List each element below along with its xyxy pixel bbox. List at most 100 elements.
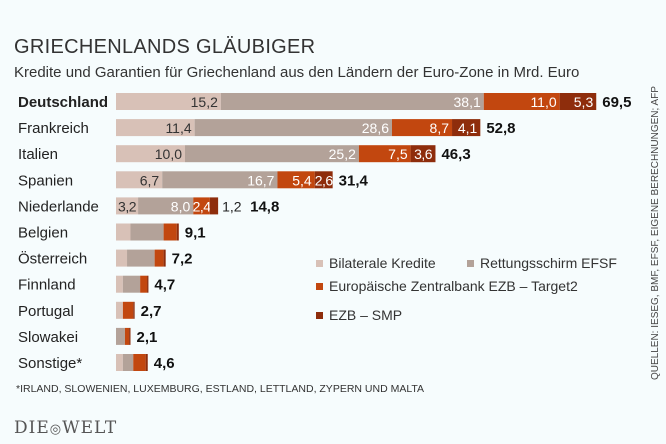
segment-label: 6,7 bbox=[140, 172, 160, 188]
bar-segment bbox=[163, 223, 177, 241]
category-label: Italien bbox=[18, 146, 58, 163]
segment-label: 15,2 bbox=[191, 94, 218, 110]
logo-text: DIE◎WELT bbox=[14, 418, 118, 438]
bar-segment bbox=[124, 327, 130, 345]
bar-segment bbox=[122, 301, 134, 319]
category-label: Spanien bbox=[18, 172, 73, 189]
segment-label: 1,2 bbox=[222, 198, 242, 214]
bar-segment bbox=[452, 119, 481, 137]
segment-label: 25,2 bbox=[329, 146, 356, 162]
segment-label: 16,7 bbox=[247, 172, 274, 188]
category-label: Slowakei bbox=[18, 329, 78, 346]
bar-segment bbox=[116, 223, 131, 241]
bar-segment bbox=[176, 223, 179, 241]
bar-segment bbox=[116, 145, 185, 163]
legend-label: Europäische Zentralbank EZB – Target2 bbox=[329, 278, 578, 294]
legend-swatch bbox=[316, 283, 323, 290]
total-label: 7,2 bbox=[172, 251, 193, 268]
chart-subtitle: Kredite und Garantien für Griechenland a… bbox=[14, 64, 580, 81]
bar-segment bbox=[147, 275, 149, 293]
bar-segment bbox=[116, 249, 128, 267]
total-label: 9,1 bbox=[185, 225, 206, 242]
bar-segment bbox=[116, 197, 139, 215]
category-label: Frankreich bbox=[18, 120, 89, 137]
segment-label: 4,1 bbox=[458, 120, 478, 136]
bar-segment bbox=[314, 171, 333, 189]
segment-label: 7,5 bbox=[388, 146, 408, 162]
segment-label: 8,7 bbox=[430, 120, 450, 136]
bar-segment bbox=[129, 327, 131, 345]
bar-segment bbox=[185, 145, 359, 163]
bar-segment bbox=[133, 354, 146, 371]
legend-label: Bilaterale Kredite bbox=[329, 255, 436, 271]
legend-label: EZB – SMP bbox=[329, 307, 402, 323]
total-label: 4,6 bbox=[154, 355, 175, 372]
bar-segment bbox=[410, 145, 436, 163]
bar-segment bbox=[163, 249, 166, 267]
total-label: 46,3 bbox=[441, 146, 470, 163]
bar-segment bbox=[116, 171, 163, 189]
bar-segment bbox=[209, 197, 219, 215]
bar-segment bbox=[162, 171, 278, 189]
bar-segment bbox=[116, 327, 125, 345]
category-label: Portugal bbox=[18, 303, 74, 320]
legend-swatch bbox=[467, 260, 474, 267]
total-label: 14,8 bbox=[250, 198, 279, 215]
bar-segment bbox=[122, 275, 141, 293]
legend-label: Rettungsschirm EFSF bbox=[480, 255, 617, 271]
bar-segment bbox=[358, 145, 411, 163]
bar-segment bbox=[116, 275, 123, 293]
segment-label: 3,6 bbox=[414, 146, 433, 162]
bar-segment bbox=[193, 197, 210, 215]
category-label: Belgien bbox=[18, 225, 68, 242]
category-label: Österreich bbox=[18, 250, 87, 268]
bar-segment bbox=[116, 93, 221, 110]
total-label: 31,4 bbox=[339, 172, 369, 189]
total-label: 4,7 bbox=[154, 277, 175, 294]
segment-label: 28,6 bbox=[362, 120, 389, 136]
bar-segment bbox=[145, 354, 148, 371]
bar-segment bbox=[138, 197, 194, 215]
segment-label: 8,0 bbox=[171, 198, 191, 214]
segment-label: 5,4 bbox=[292, 172, 312, 188]
bar-segment bbox=[116, 354, 123, 371]
bar-segment bbox=[122, 354, 134, 371]
die-welt-logo: DIE◎WELT bbox=[14, 418, 117, 438]
category-label: Niederlande bbox=[18, 198, 99, 215]
bar-segment bbox=[220, 93, 484, 110]
legend-swatch bbox=[316, 260, 323, 267]
bar-segment bbox=[277, 171, 315, 189]
source-note: QUELLEN: IESEG, BMF, EFSF, EIGENE BERECH… bbox=[650, 86, 661, 380]
total-label: 69,5 bbox=[602, 94, 631, 111]
bar-segment bbox=[483, 93, 560, 110]
bar-segment bbox=[140, 275, 148, 293]
bar-segment bbox=[392, 119, 453, 137]
bar-segment bbox=[154, 249, 164, 267]
footnote: *IRLAND, SLOWENIEN, LUXEMBURG, ESTLAND, … bbox=[16, 383, 425, 395]
segment-label: 11,4 bbox=[165, 120, 191, 136]
category-label: Deutschland bbox=[18, 94, 108, 111]
total-label: 2,1 bbox=[136, 329, 157, 346]
segment-label: 38,1 bbox=[454, 94, 481, 110]
segment-label: 2,4 bbox=[193, 198, 212, 214]
bar-segment bbox=[559, 93, 597, 110]
category-label: Sonstige* bbox=[18, 355, 82, 372]
total-label: 52,8 bbox=[486, 120, 515, 137]
bar-segment bbox=[130, 223, 164, 241]
segment-label: 3,2 bbox=[118, 198, 137, 214]
category-label: Finnland bbox=[18, 277, 76, 294]
legend-swatch bbox=[316, 312, 323, 319]
bar-segment bbox=[133, 301, 135, 319]
segment-label: 11,0 bbox=[530, 94, 556, 110]
bar-segment bbox=[127, 249, 155, 267]
segment-label: 5,3 bbox=[574, 94, 594, 110]
bar-segment bbox=[194, 119, 392, 137]
segment-label: 10,0 bbox=[155, 146, 182, 162]
chart-title: GRIECHENLANDS GLÄUBIGER bbox=[14, 36, 316, 58]
bar-segment bbox=[116, 119, 195, 137]
segment-label: 2,6 bbox=[315, 172, 334, 188]
bar-segment bbox=[116, 301, 123, 319]
total-label: 2,7 bbox=[141, 303, 162, 320]
